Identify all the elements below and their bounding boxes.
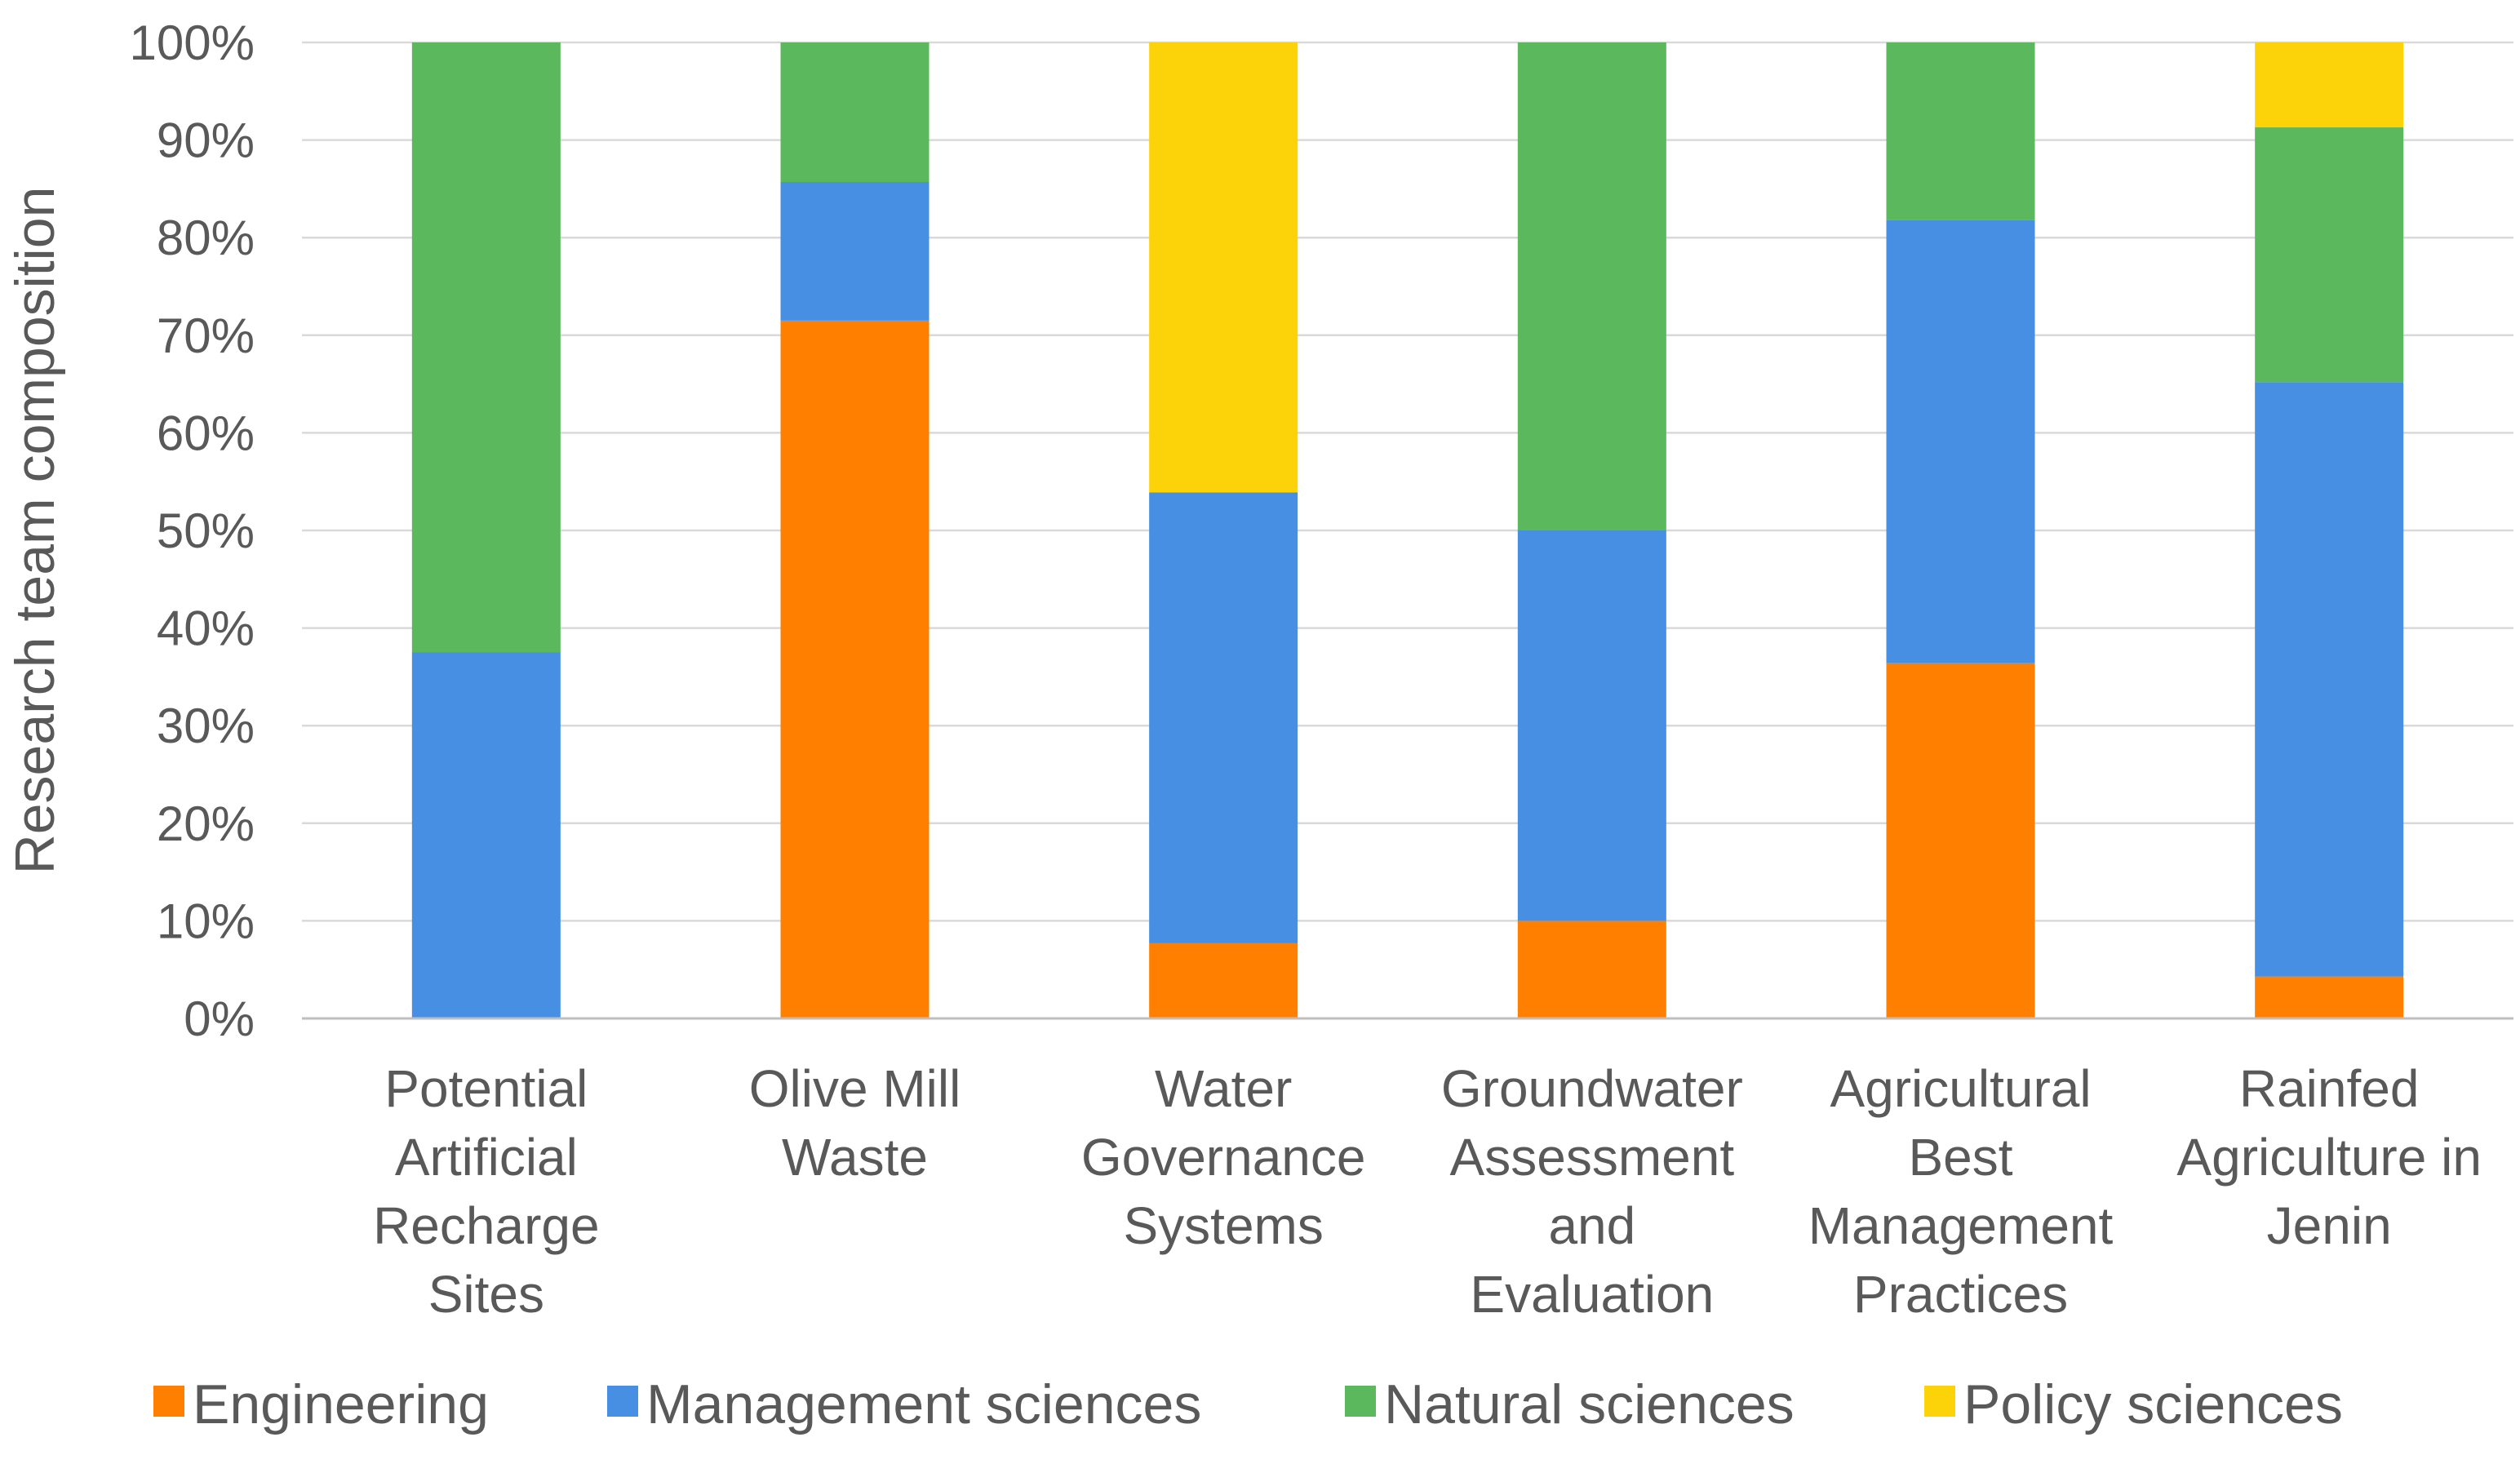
legend: Engineering Management sciences Natural sc… bbox=[153, 1373, 2343, 1435]
y-tick-label: 70% bbox=[157, 308, 255, 363]
x-category-label: Agricultural Best Management Practices bbox=[1808, 1059, 2114, 1324]
y-tick-label: 60% bbox=[157, 406, 255, 460]
y-tick-label: 80% bbox=[157, 211, 255, 265]
x-category-label: Potential Artificial Recharge Sites bbox=[373, 1059, 600, 1324]
bar-segment bbox=[1517, 921, 1666, 1018]
x-category-label: Olive Mill Waste bbox=[749, 1059, 961, 1187]
legend-swatch bbox=[607, 1386, 638, 1417]
bar-segment bbox=[2255, 42, 2404, 128]
bar-segment bbox=[2255, 382, 2404, 977]
bar-segment bbox=[1149, 42, 1298, 493]
y-axis-ticks: 0% 10% 20% 30% 40% 50% 60% 70% 80% 90% 100% bbox=[130, 16, 255, 1046]
bar-segment bbox=[411, 42, 561, 653]
bar-segment bbox=[1149, 943, 1298, 1018]
bar-segment bbox=[1886, 220, 2035, 663]
legend-label: Engineering bbox=[193, 1373, 489, 1435]
gridlines bbox=[302, 41, 2513, 922]
bar-segment bbox=[1517, 530, 1666, 921]
x-category-label: Rainfed Agriculture in Jenin bbox=[2176, 1059, 2482, 1255]
bar-segment bbox=[2255, 127, 2404, 383]
bar-segment bbox=[411, 652, 561, 1018]
legend-label: Natural sciences bbox=[1384, 1373, 1795, 1435]
bar-segment bbox=[2255, 976, 2404, 1018]
bar-segment bbox=[1149, 492, 1298, 943]
legend-label: Management sciences bbox=[646, 1373, 1201, 1435]
y-tick-label: 0% bbox=[184, 992, 255, 1046]
legend-swatch bbox=[1345, 1386, 1376, 1417]
legend-swatch bbox=[1924, 1386, 1955, 1417]
bar-segment bbox=[780, 182, 929, 321]
bar-segment bbox=[1517, 42, 1666, 530]
bar-segment bbox=[1886, 42, 2035, 220]
y-tick-label: 30% bbox=[157, 699, 255, 753]
y-tick-label: 40% bbox=[157, 601, 255, 656]
bar-segment bbox=[780, 320, 929, 1018]
y-axis-title: Research team composition bbox=[4, 187, 66, 875]
y-tick-label: 50% bbox=[157, 504, 255, 558]
y-tick-label: 100% bbox=[130, 16, 255, 70]
x-category-label: Groundwater Assessment and Evaluation bbox=[1441, 1059, 1743, 1324]
y-tick-label: 20% bbox=[157, 796, 255, 851]
legend-label: Policy sciences bbox=[1963, 1373, 2343, 1435]
bars bbox=[411, 42, 2404, 1018]
bar-segment bbox=[780, 42, 929, 183]
legend-swatch bbox=[153, 1386, 184, 1417]
y-tick-label: 90% bbox=[157, 113, 255, 168]
bar-segment bbox=[1886, 663, 2035, 1018]
y-tick-label: 10% bbox=[157, 894, 255, 948]
x-category-label: Water Governance Systems bbox=[1081, 1059, 1366, 1255]
x-axis-categories: Potential Artificial Recharge Sites Olive Mi… bbox=[373, 1059, 2482, 1324]
